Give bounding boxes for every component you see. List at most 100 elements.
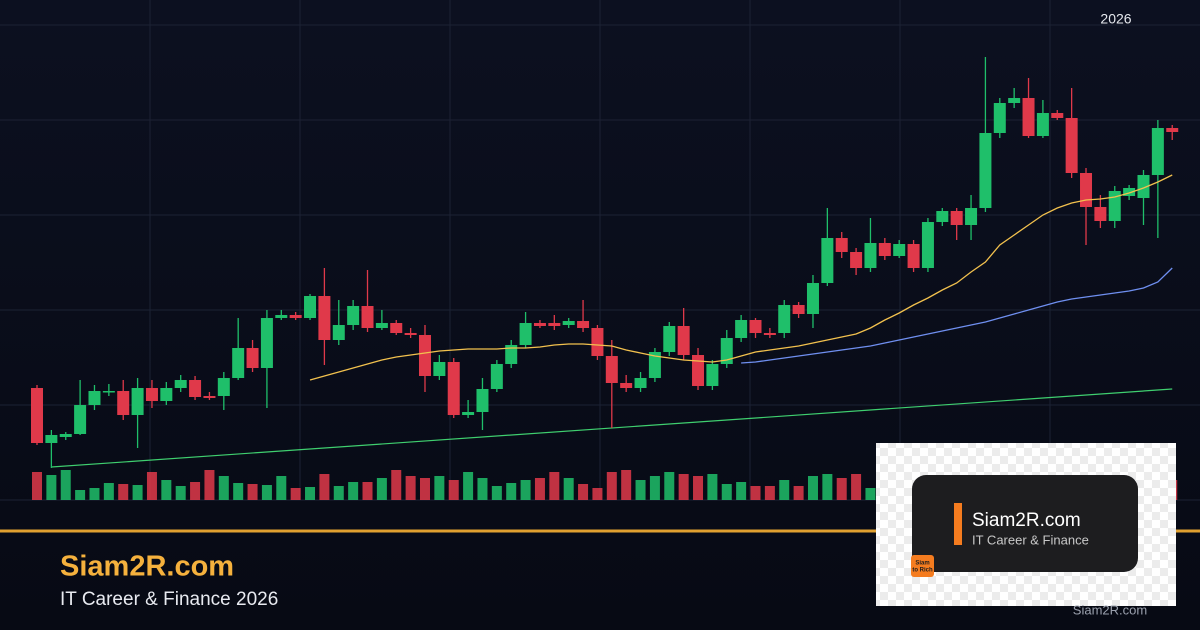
candle-body [390, 323, 403, 333]
candle-body [893, 244, 906, 256]
volume-bar [707, 474, 718, 500]
volume-bar [534, 478, 545, 500]
candle-body [878, 243, 891, 256]
candle-body [304, 296, 317, 318]
candle-body [735, 320, 748, 338]
volume-bar [793, 486, 804, 500]
volume-bar [578, 484, 589, 500]
candle-body [433, 362, 446, 376]
volume-bar [477, 478, 488, 500]
volume-bar [506, 483, 517, 500]
volume-bar [247, 484, 258, 500]
candle-body [490, 364, 503, 389]
candle-body [232, 348, 245, 378]
volume-bar [290, 488, 301, 500]
candle-body [605, 356, 618, 383]
candle-body [634, 378, 647, 388]
volume-bar [146, 472, 157, 500]
volume-bar [319, 474, 330, 500]
candle-body [577, 321, 590, 328]
brand-subtitle: IT Career & Finance 2026 [60, 589, 278, 610]
volume-bar [822, 474, 833, 500]
candle-body [131, 388, 144, 415]
volume-bar [520, 480, 531, 500]
candle-body [979, 133, 992, 208]
candle-body [548, 323, 561, 326]
volume-bar [376, 478, 387, 500]
volume-bar [807, 476, 818, 500]
candle-body [1108, 191, 1121, 221]
volume-bar [434, 476, 445, 500]
candle-body [533, 323, 546, 326]
logo-top: Siam [915, 561, 929, 567]
grid [0, 0, 1200, 501]
volume-bar [60, 470, 71, 500]
candle-body [476, 389, 489, 412]
badge-title: Siam2R.com [972, 510, 1081, 531]
candle-body [189, 380, 202, 397]
volume-bar [132, 485, 143, 500]
candle-body [347, 306, 360, 325]
candle-body [160, 388, 173, 401]
volume-bar [664, 472, 675, 500]
volume-bar [218, 476, 229, 500]
candle-body [591, 328, 604, 356]
candle-body [907, 244, 920, 268]
volume-bar [549, 472, 560, 500]
volume-bar [103, 483, 114, 500]
candle-body [864, 243, 877, 268]
volume-bar [606, 472, 617, 500]
volume-bar [621, 470, 632, 500]
candle-body [648, 352, 661, 378]
candle-body [519, 323, 532, 345]
logo-bottom: to Rich [912, 568, 933, 574]
candle-body [217, 378, 230, 396]
candle-body [950, 211, 963, 225]
candle-body [720, 338, 733, 364]
badge-subtitle: IT Career & Finance [972, 532, 1089, 547]
candle-body [59, 434, 72, 437]
volume-bar [233, 483, 244, 500]
candle-body [88, 391, 101, 405]
candle-body [289, 315, 302, 318]
candle-body [965, 208, 978, 225]
candle-body [1022, 98, 1035, 136]
candle-body [1151, 128, 1164, 175]
candle-body [318, 296, 331, 340]
candle-body [361, 306, 374, 328]
year-label: 2026 [1100, 11, 1131, 27]
candle-body [1065, 118, 1078, 173]
candle-body [174, 380, 187, 388]
candle-body [275, 315, 288, 318]
candle-body [692, 355, 705, 386]
volume-bar [190, 482, 201, 500]
badge-card [912, 475, 1138, 572]
badge-accent [954, 503, 962, 545]
moving-average [741, 267, 1173, 364]
volume-bar [678, 474, 689, 500]
volume-bar [391, 470, 402, 500]
candle-body [404, 333, 417, 335]
candle-body [117, 391, 130, 415]
brand-title: Siam2R.com [60, 551, 234, 583]
volume-bar [261, 485, 272, 500]
candle-body [850, 252, 863, 268]
candle-body [1137, 175, 1150, 198]
volume-bar [764, 486, 775, 500]
candle-body [203, 396, 216, 398]
badge-logo [911, 555, 934, 577]
candle-body [31, 388, 43, 443]
candle-body [1094, 207, 1107, 221]
volume-bar [491, 486, 502, 500]
volume-bar [75, 490, 86, 500]
candle-body [936, 211, 949, 222]
candle-body [1051, 113, 1064, 118]
volume-bar [348, 482, 359, 500]
candle-body [835, 238, 848, 252]
candle-body [821, 238, 834, 283]
volume-bar [750, 486, 761, 500]
candle-body [418, 335, 431, 376]
candle-body [505, 345, 518, 364]
